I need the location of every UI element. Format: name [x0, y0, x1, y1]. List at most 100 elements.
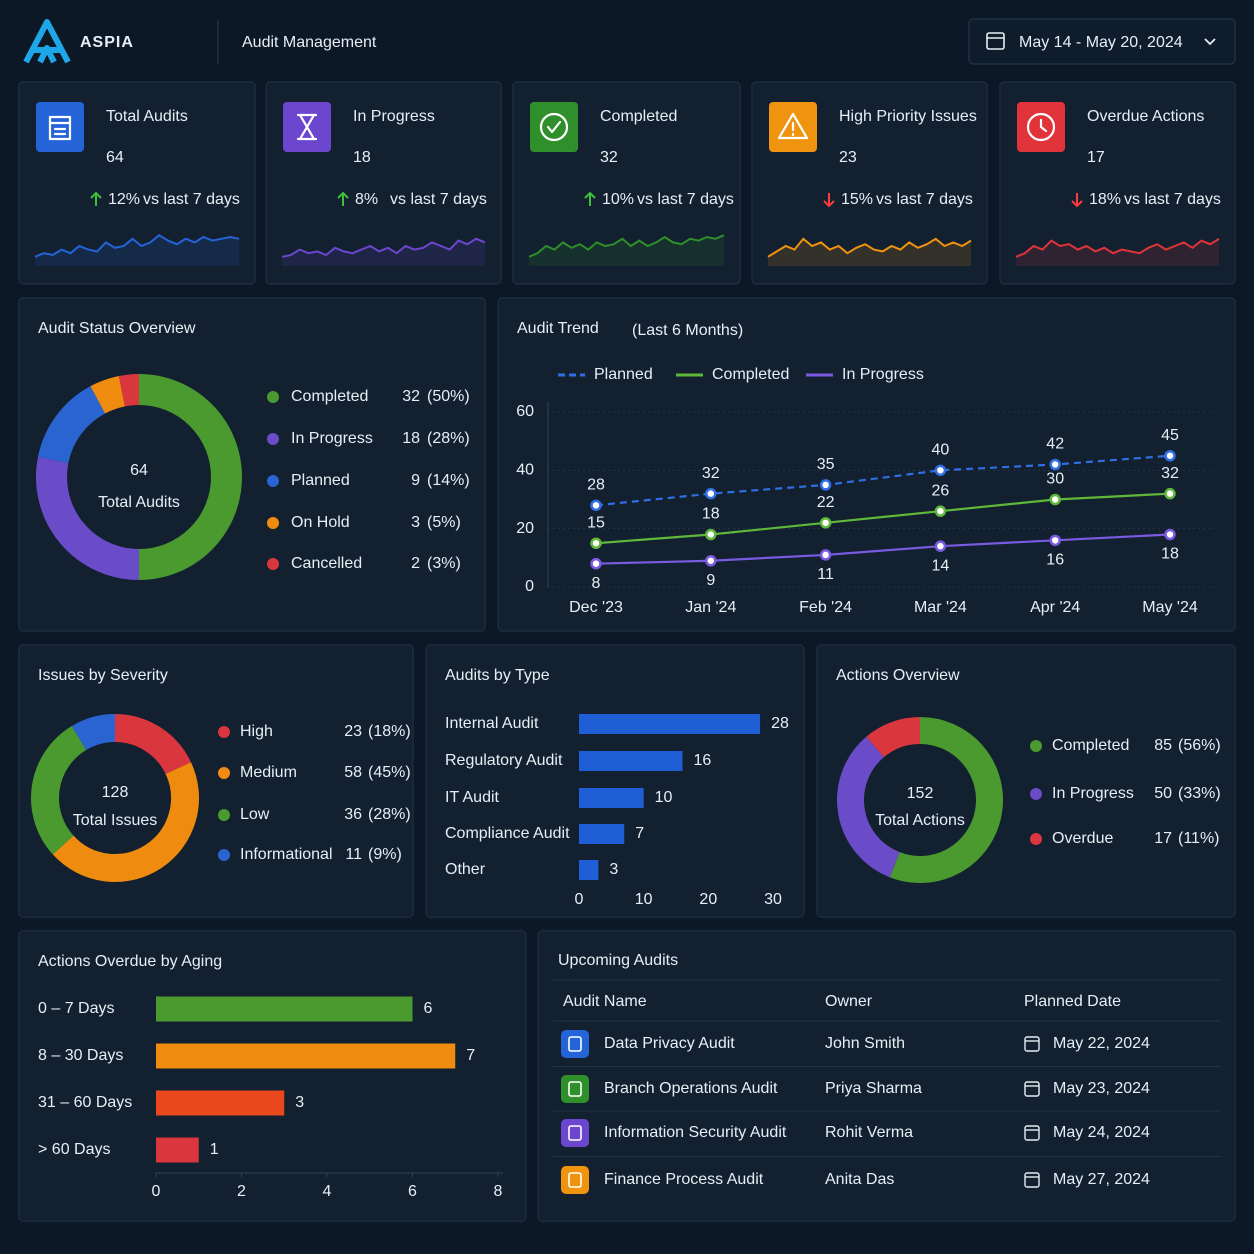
legend-dot	[267, 475, 279, 487]
x-tick-label: May '24	[1142, 599, 1198, 616]
data-label: 18	[1161, 546, 1179, 563]
data-label: 7	[466, 1047, 475, 1064]
chart-title: Issues by Severity	[38, 667, 168, 684]
sparkline	[528, 234, 725, 258]
kpi-comparison: vs last 7 days	[1124, 191, 1221, 208]
audit-name[interactable]: Information Security Audit	[604, 1124, 787, 1141]
donut-segment	[138, 374, 242, 580]
date-range: May 14 - May 20, 2024	[1019, 34, 1183, 51]
legend-label: In Progress	[842, 366, 924, 383]
audit-name[interactable]: Branch Operations Audit	[604, 1080, 778, 1097]
data-label: 35	[817, 456, 835, 473]
kpi-label: Overdue Actions	[1087, 108, 1204, 125]
bar	[156, 1090, 285, 1116]
owner: Priya Sharma	[825, 1080, 922, 1097]
data-label: 28	[771, 715, 789, 732]
kpi-change: 15%	[841, 191, 873, 208]
series-line	[595, 492, 1171, 545]
legend-percent: (56%)	[1178, 737, 1221, 754]
donut-center-label: Total Audits	[98, 494, 180, 511]
legend-label: In Progress	[291, 430, 373, 447]
legend-value: 2	[411, 555, 420, 572]
kpi-change: 18%	[1089, 191, 1121, 208]
x-tick-label: 30	[764, 891, 782, 908]
chart-title: Audit Status Overview	[38, 320, 196, 337]
kpi-value: 64	[106, 149, 124, 166]
x-tick-label: 0	[575, 891, 584, 908]
kpi-comparison: vs last 7 days	[390, 191, 487, 208]
legend-value: 11	[345, 846, 362, 863]
legend-label: Planned	[594, 366, 653, 383]
legend-label: Completed	[712, 366, 789, 383]
donut-center-value: 64	[130, 462, 148, 479]
data-point	[819, 549, 832, 561]
legend-value: 9	[411, 472, 420, 489]
trend-arrow	[337, 191, 349, 206]
legend-value: 32	[402, 388, 420, 405]
card	[537, 930, 1236, 1222]
date-picker[interactable]	[968, 18, 1236, 65]
legend-label: Low	[240, 806, 270, 823]
legend-value: 50	[1154, 785, 1172, 802]
x-tick-label: Feb '24	[799, 599, 852, 616]
data-label: 32	[702, 465, 720, 482]
legend-dot	[218, 849, 230, 861]
data-label: 26	[932, 482, 950, 499]
legend-percent: (9%)	[368, 846, 402, 863]
audit-name[interactable]: Finance Process Audit	[604, 1171, 764, 1188]
legend-percent: (33%)	[1178, 785, 1221, 802]
kpi-icon	[36, 102, 84, 152]
x-tick-label: Mar '24	[914, 599, 967, 616]
x-tick-label: Apr '24	[1030, 599, 1080, 616]
legend-percent: (28%)	[427, 430, 470, 447]
date-icon	[1024, 1125, 1040, 1141]
bar	[156, 996, 413, 1022]
data-label: 1	[210, 1141, 219, 1158]
data-label: 3	[295, 1094, 304, 1111]
legend-label: In Progress	[1052, 785, 1134, 802]
data-point	[590, 537, 602, 549]
y-tick-label: 20	[516, 520, 534, 537]
bar	[579, 860, 599, 880]
legend-value: 3	[411, 514, 420, 531]
audit-name[interactable]: Data Privacy Audit	[604, 1035, 735, 1052]
dropdown-chevron[interactable]	[1204, 38, 1216, 46]
sparkline-area	[35, 235, 239, 266]
row-icon	[561, 1075, 589, 1103]
planned-date: May 27, 2024	[1053, 1171, 1150, 1188]
legend-percent: (45%)	[368, 764, 411, 781]
trend-arrow	[823, 193, 835, 208]
owner: John Smith	[825, 1035, 905, 1052]
kpi-icon-glyph	[48, 115, 72, 141]
category-label: Other	[445, 861, 486, 878]
data-label: 18	[702, 506, 720, 523]
x-tick-label: 6	[408, 1183, 417, 1200]
legend-dot	[1030, 740, 1042, 752]
x-tick-label: 0	[152, 1183, 161, 1200]
category-label: 8 – 30 Days	[38, 1047, 123, 1064]
data-point	[819, 479, 832, 491]
legend-value: 18	[402, 430, 420, 447]
bar	[156, 1043, 456, 1069]
trend-arrow	[90, 191, 102, 206]
donut-center-label: Total Actions	[875, 812, 965, 829]
category-label: 31 – 60 Days	[38, 1094, 132, 1111]
planned-date: May 24, 2024	[1053, 1124, 1150, 1141]
card	[18, 297, 486, 632]
legend-label: Completed	[291, 388, 368, 405]
category-label: 0 – 7 Days	[38, 1000, 114, 1017]
data-point	[1049, 534, 1061, 547]
legend-value: 85	[1154, 737, 1172, 754]
data-label: 15	[587, 514, 605, 531]
row-icon	[561, 1030, 589, 1058]
data-label: 10	[655, 789, 673, 806]
data-label: 45	[1161, 427, 1179, 444]
kpi-value: 18	[353, 149, 371, 166]
column-header: Audit Name	[563, 993, 647, 1010]
y-tick-label: 40	[516, 462, 534, 479]
kpi-change: 8%	[355, 191, 378, 208]
legend-percent: (50%)	[427, 388, 470, 405]
legend-value: 58	[344, 764, 362, 781]
donut-segment	[866, 717, 921, 758]
legend-label: Planned	[291, 472, 350, 489]
